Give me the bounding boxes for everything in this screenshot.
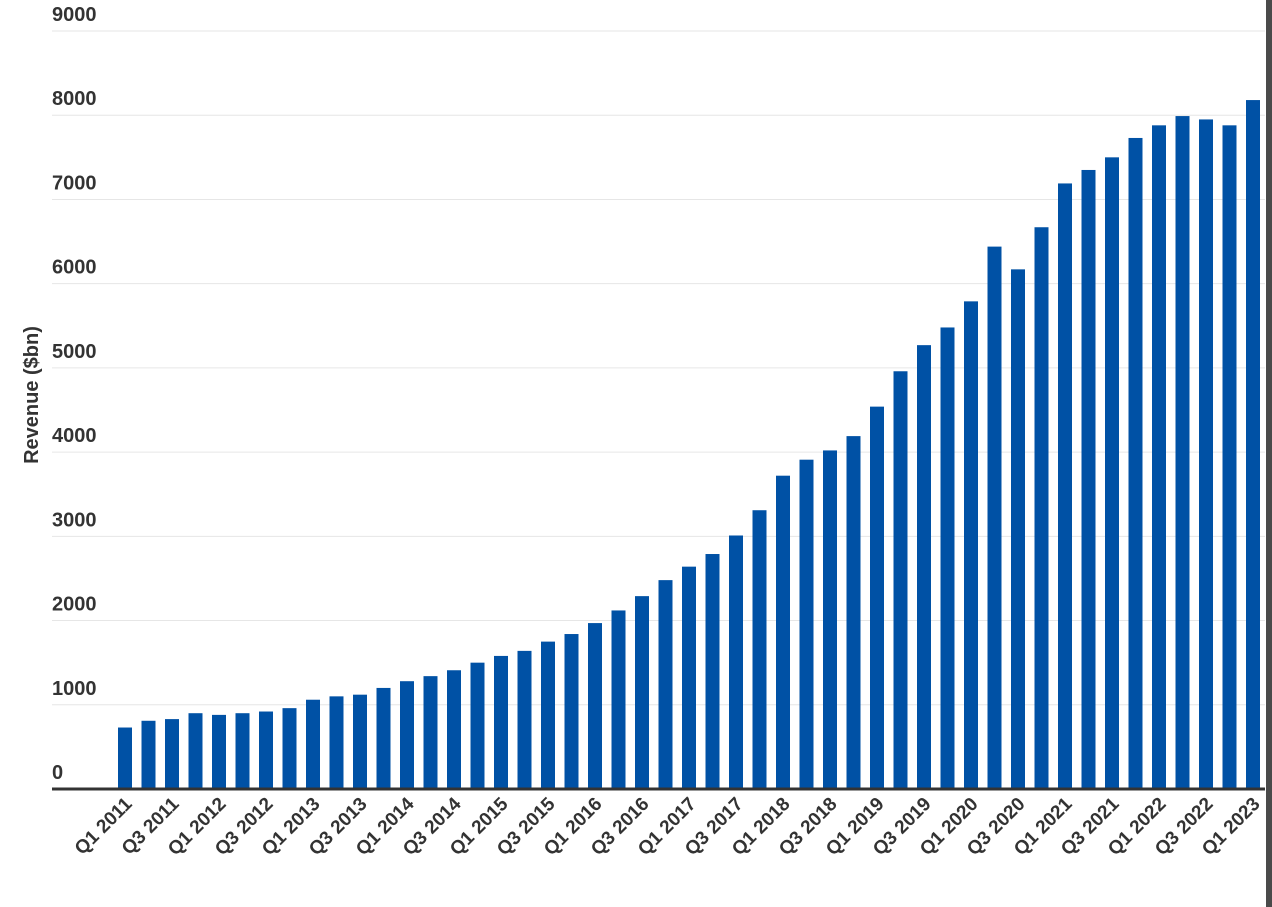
bar xyxy=(376,687,391,789)
bar xyxy=(541,641,555,789)
y-tick-label: 7000 xyxy=(52,172,97,194)
bar xyxy=(306,699,320,789)
y-tick-label: 8000 xyxy=(52,88,97,110)
bar xyxy=(729,535,743,789)
bar xyxy=(799,459,814,789)
y-tick-label: 0 xyxy=(52,762,63,784)
bar xyxy=(118,727,132,789)
right-edge-border xyxy=(1266,0,1272,907)
y-tick-label: 4000 xyxy=(52,425,97,447)
bar xyxy=(447,670,461,789)
y-tick-label: 2000 xyxy=(52,594,97,616)
bar xyxy=(846,436,861,789)
bar xyxy=(705,554,720,789)
bar xyxy=(611,610,626,789)
bar xyxy=(282,708,297,789)
bar xyxy=(940,327,955,789)
bar xyxy=(1246,100,1260,789)
bar xyxy=(1105,157,1119,790)
y-tick-label: 9000 xyxy=(52,4,97,26)
bar xyxy=(1175,116,1190,789)
bar xyxy=(400,681,414,789)
bar xyxy=(423,676,438,789)
bar xyxy=(870,406,884,789)
y-axis-label: Revenue ($bn) xyxy=(21,326,43,464)
bar xyxy=(1081,169,1096,789)
bar xyxy=(353,694,367,789)
bar xyxy=(188,713,203,789)
bar xyxy=(1199,119,1213,789)
bar xyxy=(752,510,767,789)
y-tick-label: 5000 xyxy=(52,341,97,363)
bar xyxy=(1128,137,1143,789)
bar xyxy=(235,713,250,789)
bar xyxy=(635,596,649,789)
bar xyxy=(212,714,226,789)
bar xyxy=(259,711,273,789)
y-tick-labels: 0 1000 2000 3000 4000 5000 6000 7000 8000 9000 xyxy=(52,4,97,784)
bar xyxy=(776,475,790,789)
y-tick-label: 1000 xyxy=(52,678,97,700)
bar xyxy=(682,566,696,789)
bar xyxy=(329,696,344,789)
bar xyxy=(141,720,156,789)
y-tick-label: 3000 xyxy=(52,509,97,531)
bar xyxy=(564,634,579,789)
bar xyxy=(470,662,485,789)
bar xyxy=(1011,269,1025,789)
bar xyxy=(165,719,179,789)
bar xyxy=(588,623,602,789)
bar xyxy=(823,450,837,789)
bar xyxy=(517,650,532,789)
bar xyxy=(658,580,673,789)
bar xyxy=(917,345,931,789)
bar xyxy=(1222,125,1237,790)
bar xyxy=(964,301,978,789)
bar xyxy=(893,371,908,789)
bars xyxy=(118,100,1260,790)
bar xyxy=(1034,227,1049,789)
bar xyxy=(1152,125,1166,790)
bar xyxy=(1058,183,1072,790)
y-tick-label: 6000 xyxy=(52,257,97,279)
bar xyxy=(494,655,508,789)
gridlines xyxy=(52,30,1265,706)
bar xyxy=(987,246,1002,789)
